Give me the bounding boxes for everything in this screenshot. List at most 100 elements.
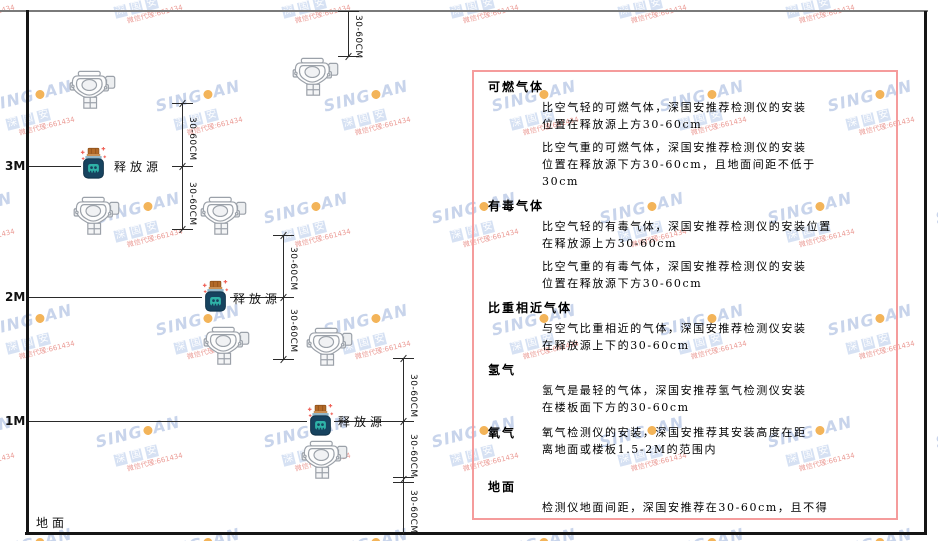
watermark-contact: 微信代理:661434 [18, 115, 76, 137]
gas-detector-icon [68, 70, 116, 110]
gas-detector-icon [72, 196, 120, 236]
watermark-contact: 微信代理:661434 [462, 3, 520, 25]
text-line: 氧气检测仪的安装，深国安推荐其安装高度在距 [542, 426, 807, 439]
gas-detector-icon [305, 327, 353, 367]
watermark-cjk: 深国安 [5, 332, 52, 356]
brand-dot-icon [706, 536, 718, 541]
text-line: 位置在释放源下方30-60cm，且地面间距不低于 [542, 158, 816, 171]
section-toxic-gas: 有毒气体 比空气轻的有毒气体，深国安推荐检测仪的安装位置 在释放源上方30-60… [486, 197, 884, 292]
right-wall-line [924, 11, 927, 534]
watermark-contact: 微信代理:661434 [0, 227, 16, 249]
section-hydrogen: 氢气 氢气是最轻的气体，深国安推荐氢气检测仪安装 在楼板面下方的30-60cm [486, 361, 884, 416]
watermark-contact: 微信代理:661434 [294, 3, 352, 25]
watermark-contact: 微信代理:661434 [0, 3, 16, 25]
section-heading: 地面 [488, 480, 517, 494]
watermark-contact: 微信代理:661434 [126, 3, 184, 25]
dim-tick [393, 482, 414, 483]
brand-dot-icon [142, 424, 154, 436]
ground-line [25, 532, 927, 535]
watermark-cjk: 深国安 [173, 108, 220, 132]
brand-dot-icon [142, 200, 154, 212]
brand-dot-icon [202, 312, 214, 324]
section-oxygen: 氧气 氧气检测仪的安装，深国安推荐其安装高度在距 离地面或楼板1.5-2M的范围… [486, 424, 884, 464]
brand-dot-icon [310, 200, 322, 212]
dim-label: 30-60CM [187, 182, 197, 226]
dim-label: 30-60CM [408, 374, 418, 418]
gas-detector-icon [291, 57, 339, 97]
dim-label: 30-60CM [288, 247, 298, 291]
ground-label: 地面 [36, 516, 69, 530]
text-line: 比空气轻的可燃气体，深国安推荐检测仪的安装 [542, 101, 807, 114]
dim-tick [338, 11, 359, 12]
watermark-contact: 微信代理:661434 [630, 3, 688, 25]
watermark-cjk: 深国安 [281, 220, 328, 244]
level-label-1m: 1M [5, 414, 26, 428]
section-similar-density-gas: 比重相近气体 与空气比重相近的气体，深国安推荐检测仪安装 在释放源上下的30-6… [486, 299, 884, 354]
section-ground: 地面 检测仪地面间距，深国安推荐在30-60cm，且不得 小于30cm，因为过低… [486, 478, 884, 518]
release-source-label: 释放源 [338, 415, 387, 429]
level-line-1m-ext [334, 421, 403, 422]
text-line: 小于30cm，因为过低容易水溅腐蚀等，容易对检 [542, 516, 884, 518]
gas-detector-icon [300, 440, 348, 480]
dim-label: 30-60CM [288, 309, 298, 353]
section-heading: 比重相近气体 [488, 301, 573, 315]
dim-label: 30-60CM [408, 434, 418, 478]
level-label-2m: 2M [5, 290, 26, 304]
text-line: 在释放源上下的30-60cm [542, 339, 690, 352]
release-source-label: 释放源 [233, 292, 282, 306]
brand-dot-icon [34, 88, 46, 100]
left-wall-line [26, 10, 29, 534]
brand-dot-icon [34, 536, 46, 541]
installation-guide-panel: 可燃气体 比空气轻的可燃气体，深国安推荐检测仪的安装 位置在释放源上方30-60… [472, 70, 898, 520]
watermark-contact: 微信代理:661434 [0, 451, 16, 473]
brand-dot-icon [538, 536, 550, 541]
dim-label: 30-60CM [408, 490, 418, 534]
text-line: 比空气轻的有毒气体，深国安推荐检测仪的安装位置 [542, 220, 832, 233]
level-line-2m-ext [230, 297, 283, 298]
gas-detector-icon [199, 196, 247, 236]
brand-dot-icon [202, 536, 214, 541]
watermark-contact: 微信代理:661434 [18, 339, 76, 361]
section-heading: 有毒气体 [488, 199, 545, 213]
level-label-3m: 3M [5, 159, 26, 173]
ceiling-line [0, 10, 928, 12]
level-line-2m [29, 297, 202, 298]
watermark-cjk: 深国安 [341, 108, 388, 132]
text-line: 离地面或楼板1.5-2M的范围内 [542, 443, 718, 456]
text-line: 比空气重的有毒气体，深国安推荐检测仪的安装 [542, 260, 807, 273]
brand-dot-icon [370, 88, 382, 100]
text-line: 与空气比重相近的气体，深国安推荐检测仪安装 [542, 322, 807, 335]
release-source-icon [307, 404, 334, 438]
watermark-contact: 微信代理:661434 [126, 451, 184, 473]
release-source-icon [80, 147, 107, 181]
text-line: 比空气重的可燃气体，深国安推荐检测仪的安装 [542, 141, 807, 154]
dim-line-1m [403, 358, 404, 534]
section-heading: 氢气 [488, 363, 517, 377]
brand-dot-icon [370, 536, 382, 541]
level-line-3m [29, 166, 81, 167]
watermark-contact: 微信代理:661434 [798, 3, 856, 25]
